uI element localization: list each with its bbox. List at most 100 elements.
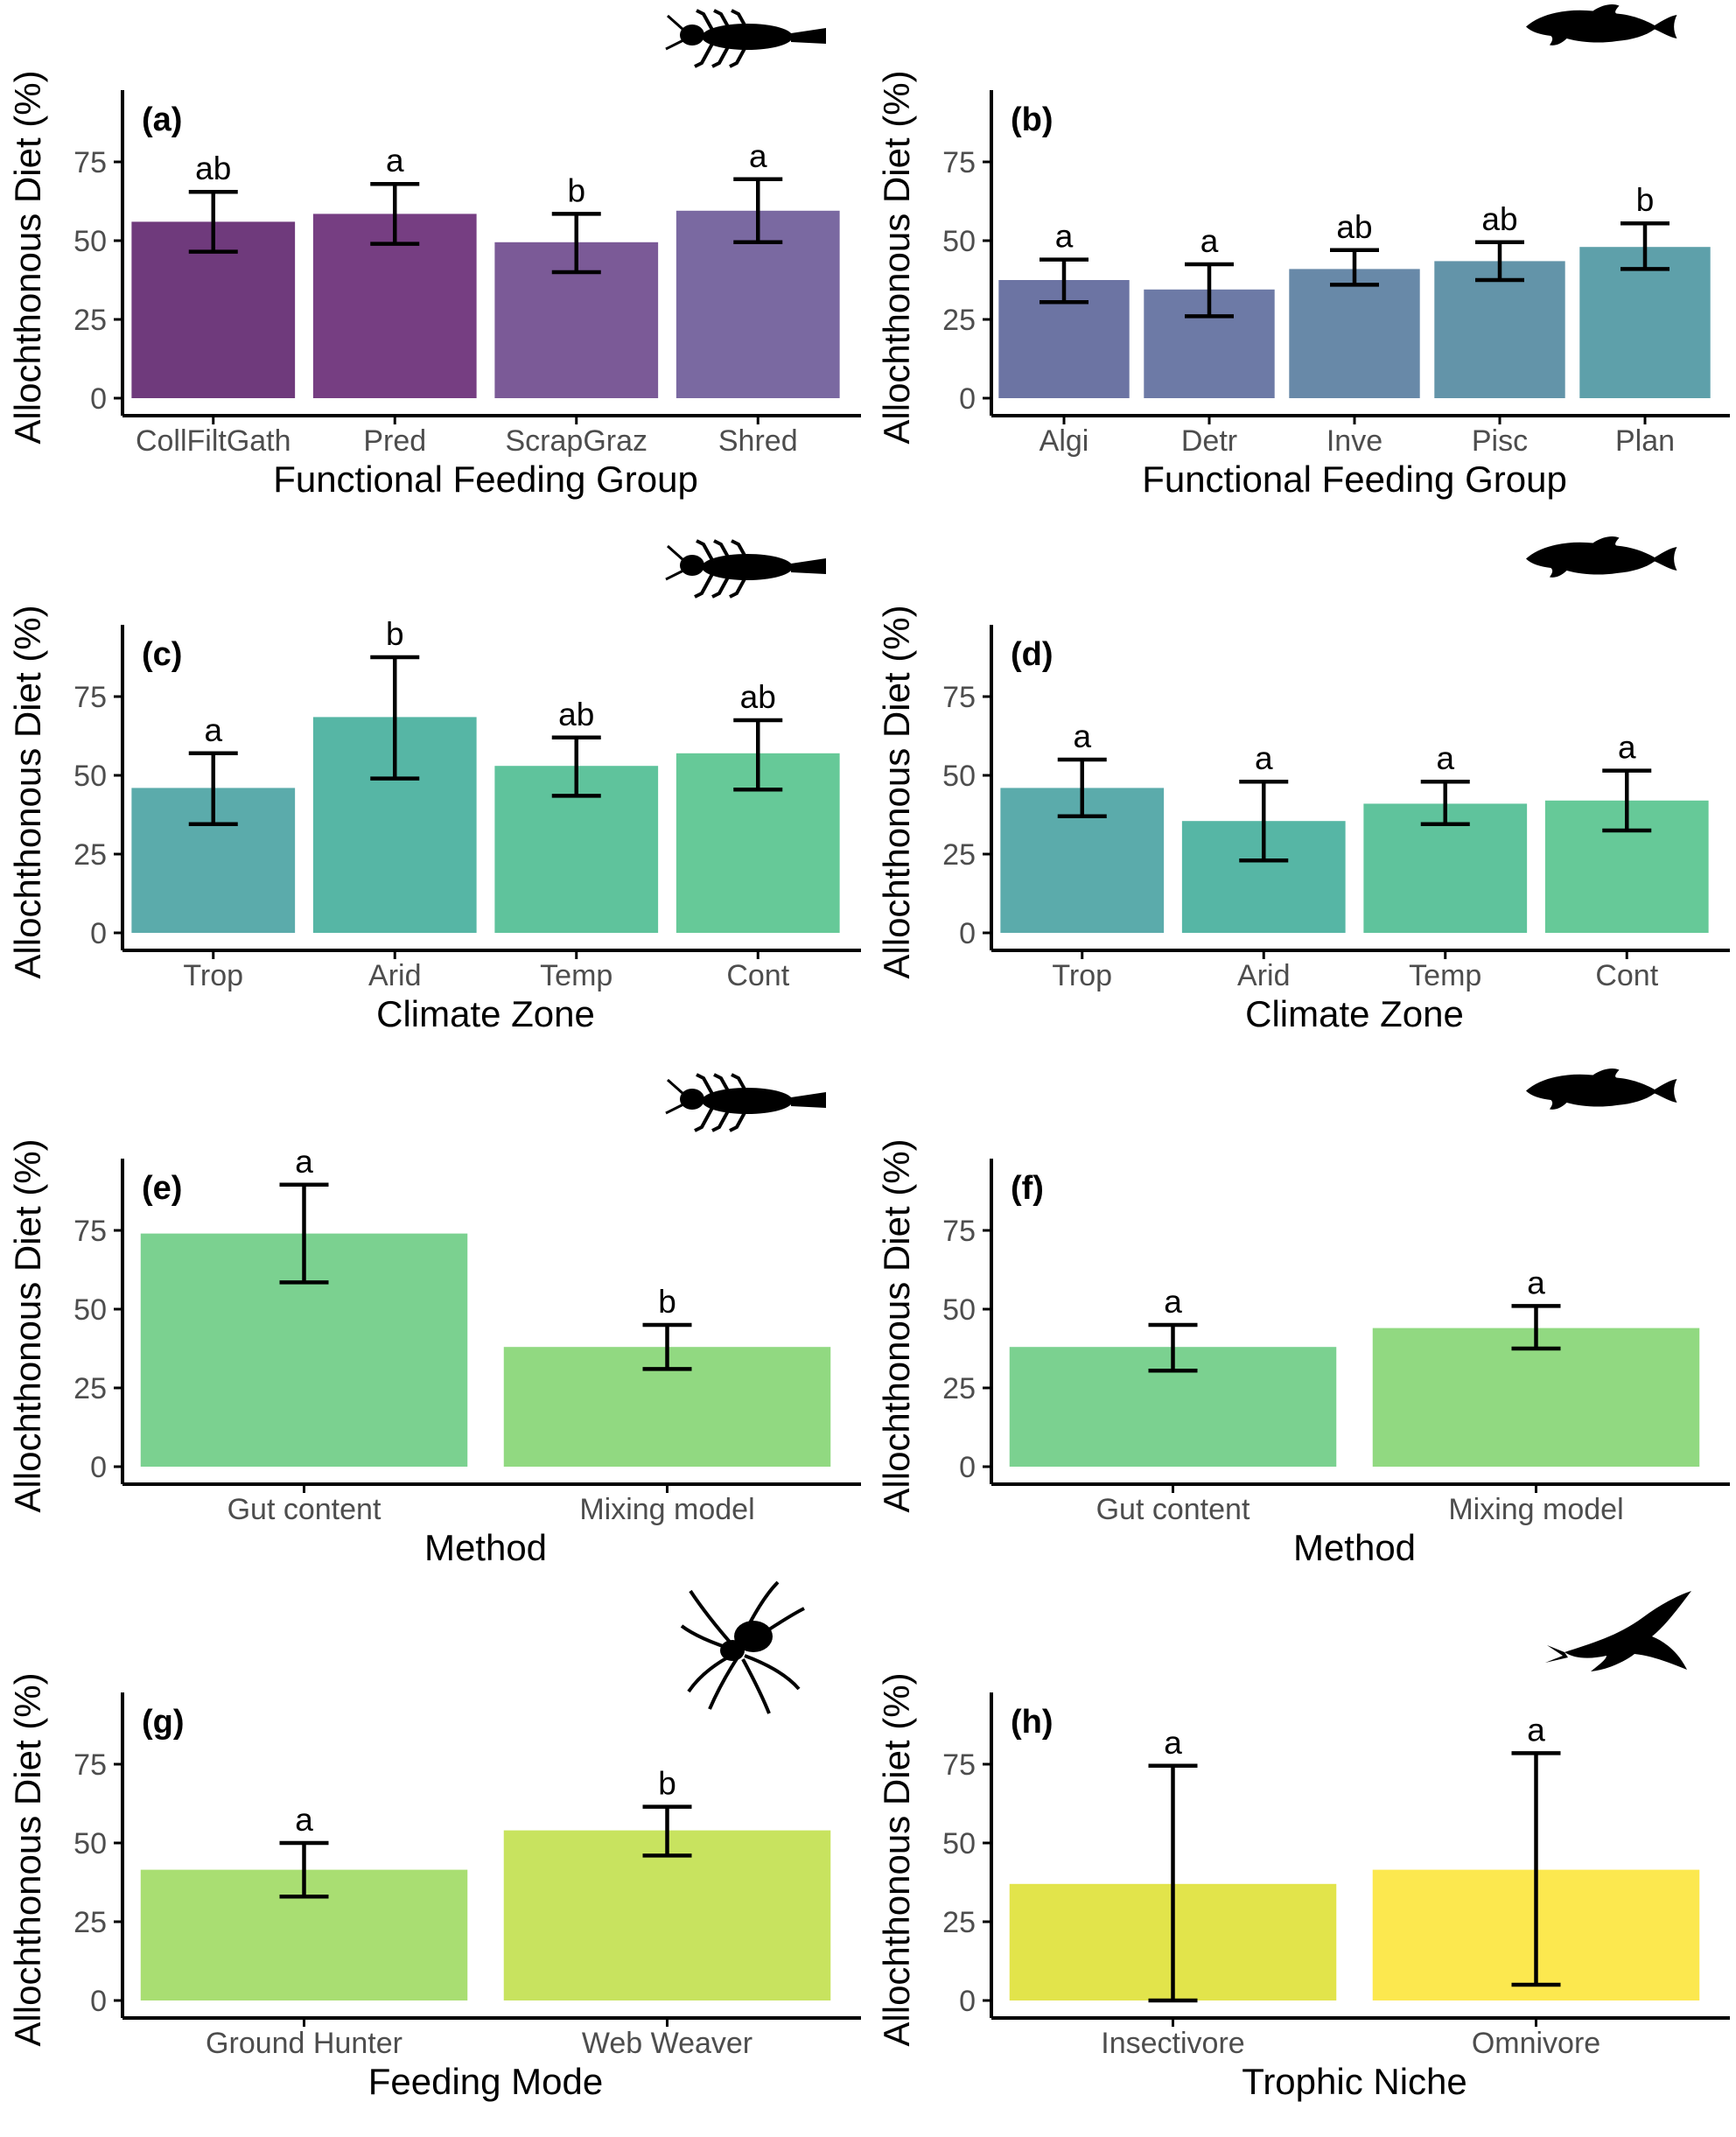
significance-letter: a: [1255, 740, 1273, 776]
significance-letter: a: [1527, 1712, 1545, 1748]
larva-leg: [729, 1107, 749, 1132]
larva-leg: [711, 1107, 732, 1132]
x-tick-label: Mixing model: [1448, 1493, 1623, 1526]
x-tick-label: Omnivore: [1472, 2027, 1600, 2060]
y-tick-label: 0: [959, 917, 976, 950]
larva-antenna: [665, 1078, 684, 1115]
significance-letter: a: [1436, 740, 1454, 776]
y-tick-label: 75: [74, 681, 107, 714]
y-axis-title: Allochthonous Diet (%): [7, 605, 48, 978]
y-axis-title: Allochthonous Diet (%): [876, 70, 917, 444]
x-tick-label: Inve: [1326, 424, 1382, 458]
larva-leg: [696, 1073, 714, 1095]
larva-leg: [711, 573, 732, 599]
significance-letter: ab: [740, 679, 776, 715]
significance-letter: b: [386, 616, 404, 652]
y-tick-label: 0: [90, 382, 107, 416]
significance-letter: a: [1618, 730, 1636, 766]
fish-icon: [1526, 536, 1677, 578]
x-tick-label: Gut content: [1096, 1493, 1250, 1526]
significance-letter: a: [1164, 1284, 1182, 1320]
y-axis-title: Allochthonous Diet (%): [876, 1139, 917, 1512]
fish-shape: [1526, 4, 1677, 46]
larva-leg: [694, 43, 714, 68]
larva-leg: [694, 573, 714, 599]
significance-letter: a: [1164, 1725, 1182, 1761]
significance-letter: a: [1055, 219, 1074, 255]
bar: [1289, 269, 1420, 398]
y-tick-label: 25: [74, 1372, 107, 1405]
spider-leg: [680, 1624, 737, 1652]
larva-body: [702, 1088, 793, 1114]
significance-letter: ab: [1336, 209, 1372, 245]
x-tick-label: CollFiltGath: [136, 424, 291, 458]
larva-antenna: [665, 14, 684, 51]
spider-leg: [738, 1580, 780, 1644]
x-tick-label: Shred: [718, 424, 798, 458]
x-tick-label: Temp: [1409, 959, 1481, 992]
y-tick-label: 50: [942, 225, 976, 258]
y-tick-label: 25: [942, 1906, 976, 1939]
x-axis-title: Method: [1293, 1527, 1416, 1568]
larva-leg: [729, 573, 749, 599]
x-tick-label: Cont: [1595, 959, 1658, 992]
x-tick-label: Mixing model: [579, 1493, 754, 1526]
y-tick-label: 0: [959, 1451, 976, 1484]
y-axis-title: Allochthonous Diet (%): [7, 70, 48, 444]
larva-leg: [713, 1073, 732, 1095]
insect-larva-icon: [665, 539, 826, 599]
significance-letter: ab: [195, 151, 231, 186]
panel-a: ab CollFiltGath a Pred b ScrapGraz a Shred 0 25 50…: [7, 9, 861, 500]
x-axis-title: Climate Zone: [376, 993, 595, 1034]
y-tick-label: 75: [74, 146, 107, 179]
bar: [503, 1830, 831, 2000]
larva-leg: [731, 9, 749, 31]
x-tick-label: Arid: [368, 959, 421, 992]
panel-f: a Gut content a Mixing model 0 25 50 75 Method Al…: [876, 1068, 1730, 1568]
swallow-shape: [1564, 1591, 1691, 1671]
y-tick-label: 50: [74, 225, 107, 258]
y-tick-label: 75: [942, 681, 976, 714]
panel-label: (g): [142, 1704, 185, 1741]
x-tick-label: Insectivore: [1101, 2027, 1244, 2060]
larva-leg: [711, 43, 732, 68]
y-tick-label: 25: [942, 838, 976, 872]
panel-label: (a): [142, 102, 182, 138]
swallow-tail: [1545, 1645, 1568, 1663]
larva-leg: [731, 539, 749, 561]
larva-head: [680, 1089, 704, 1110]
panel-label: (f): [1011, 1170, 1044, 1207]
spider-icon: [680, 1580, 805, 1714]
x-axis-title: Trophic Niche: [1242, 2061, 1467, 2102]
x-tick-label: Plan: [1615, 424, 1675, 458]
bar: [1579, 247, 1711, 398]
y-tick-label: 50: [942, 1293, 976, 1327]
larva-head: [680, 555, 704, 576]
y-tick-label: 0: [959, 382, 976, 416]
x-axis-title: Functional Feeding Group: [273, 459, 698, 500]
spider-leg: [708, 1656, 739, 1710]
x-tick-label: Trop: [1052, 959, 1112, 992]
y-tick-label: 50: [942, 760, 976, 793]
larva-leg: [713, 539, 732, 561]
y-tick-label: 0: [90, 917, 107, 950]
y-axis-title: Allochthonous Diet (%): [7, 1139, 48, 1512]
y-tick-label: 25: [74, 304, 107, 337]
significance-letter: b: [567, 172, 585, 208]
panel-h: a Insectivore a Omnivore 0 25 50 75 Trophic Nich…: [876, 1591, 1730, 2102]
larva-body: [702, 24, 793, 50]
x-tick-label: Trop: [183, 959, 243, 992]
fish-icon: [1526, 4, 1677, 46]
insect-larva-icon: [665, 9, 826, 68]
y-tick-label: 50: [74, 1827, 107, 1860]
larva-leg: [731, 1073, 749, 1095]
y-tick-label: 25: [942, 1372, 976, 1405]
y-axis-title: Allochthonous Diet (%): [876, 605, 917, 978]
panel-g: a Ground Hunter b Web Weaver 0 25 50 75 Feeding …: [7, 1580, 861, 2102]
larva-leg: [696, 539, 714, 561]
significance-letter: a: [204, 712, 222, 748]
panel-b: a Algi a Detr ab Inve ab Pisc b Plan 0 25 50 75 Functi…: [876, 4, 1730, 500]
significance-letter: b: [1636, 182, 1655, 218]
larva-tail: [791, 1092, 826, 1108]
